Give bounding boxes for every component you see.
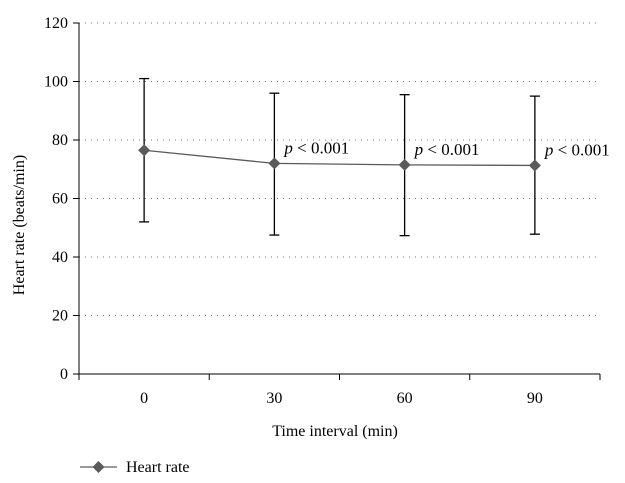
legend-diamond-marker: [92, 461, 105, 473]
p-value-annotation: p < 0.001: [414, 140, 480, 159]
y-tick-label: 20: [52, 308, 68, 325]
p-value-annotation: p < 0.001: [283, 138, 349, 157]
legend: Heart rate: [80, 459, 190, 476]
x-tick-label: 30: [266, 390, 282, 407]
y-tick-label: 100: [44, 74, 68, 91]
axes-layer: 0 20 40 60 80 100 120 0 30 60 90: [44, 15, 601, 407]
y-tick-label: 40: [52, 249, 68, 266]
data-point-diamond: [528, 159, 541, 172]
grid-layer: [79, 22, 600, 316]
annotation-layer: p < 0.001 p < 0.001 p < 0.001: [283, 138, 609, 159]
data-point-diamond: [398, 158, 411, 171]
y-axis-label: Heart rate (beats/min): [11, 155, 28, 295]
x-axis-label: Time interval (min): [272, 423, 398, 440]
p-value-annotation: p < 0.001: [544, 140, 610, 159]
series-layer: [138, 77, 541, 237]
x-tick-label: 60: [397, 390, 413, 407]
series-line: [144, 149, 535, 167]
data-point-diamond: [268, 157, 281, 170]
y-tick-label: 0: [60, 366, 68, 383]
x-tick-label: 0: [140, 390, 148, 407]
legend-label: Heart rate: [126, 459, 190, 476]
x-tick-label: 90: [527, 390, 543, 407]
y-tick-label: 80: [52, 132, 68, 149]
y-tick-label: 60: [52, 191, 68, 208]
data-point-diamond: [138, 144, 151, 157]
y-tick-label: 120: [44, 15, 68, 32]
